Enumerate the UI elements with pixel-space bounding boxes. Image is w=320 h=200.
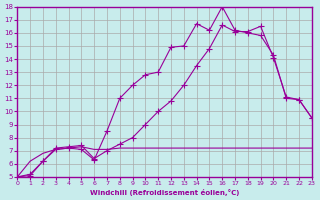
X-axis label: Windchill (Refroidissement éolien,°C): Windchill (Refroidissement éolien,°C) <box>90 189 239 196</box>
